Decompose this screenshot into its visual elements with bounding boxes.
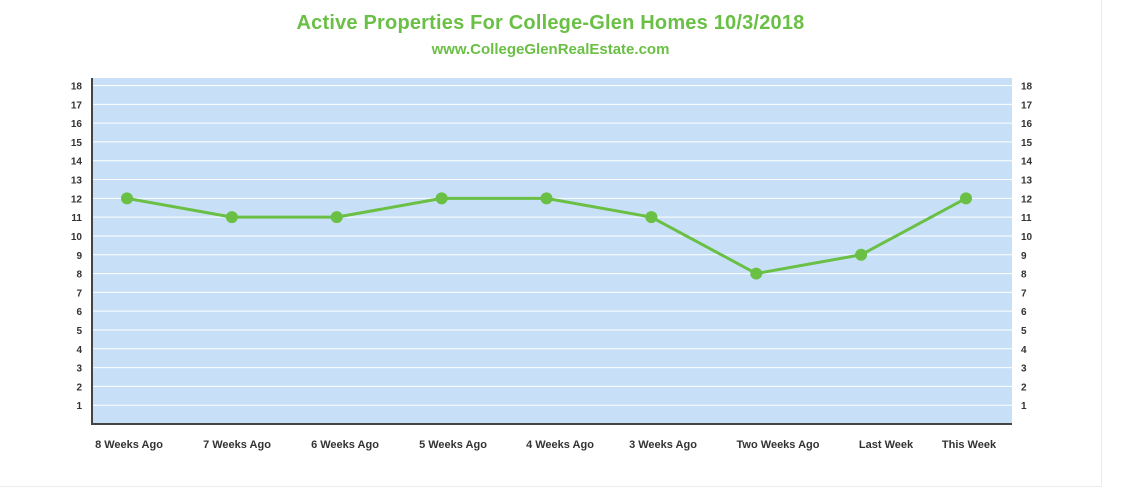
y-tick-label-left: 10 bbox=[71, 232, 83, 243]
y-tick-label-right: 18 bbox=[1021, 82, 1033, 93]
x-tick-label: Last Week bbox=[859, 439, 914, 451]
y-tick-label-right: 13 bbox=[1021, 176, 1033, 187]
y-tick-label-right: 14 bbox=[1021, 157, 1033, 168]
y-tick-label-right: 5 bbox=[1021, 326, 1027, 337]
data-point bbox=[435, 192, 448, 205]
y-tick-label-left: 13 bbox=[71, 176, 83, 187]
chart-title: Active Properties For College-Glen Homes… bbox=[296, 12, 805, 34]
y-tick-label-left: 8 bbox=[76, 270, 82, 281]
x-tick-label: This Week bbox=[942, 439, 997, 451]
chart-subtitle: www.CollegeGlenRealEstate.com bbox=[431, 41, 670, 58]
chart-frame bbox=[0, 0, 1102, 487]
y-tick-label-right: 12 bbox=[1021, 194, 1033, 205]
data-point bbox=[645, 211, 658, 224]
x-tick-label: 5 Weeks Ago bbox=[419, 439, 487, 451]
y-tick-label-right: 4 bbox=[1021, 345, 1027, 356]
y-tick-label-left: 15 bbox=[71, 138, 83, 149]
y-tick-label-right: 3 bbox=[1021, 364, 1027, 375]
y-tick-label-left: 11 bbox=[71, 213, 82, 224]
x-tick-label: 6 Weeks Ago bbox=[311, 439, 379, 451]
y-tick-label-left: 5 bbox=[76, 326, 82, 337]
y-tick-label-right: 8 bbox=[1021, 270, 1027, 281]
y-tick-label-right: 7 bbox=[1021, 288, 1027, 299]
x-tick-label: 8 Weeks Ago bbox=[95, 439, 163, 451]
y-tick-label-right: 10 bbox=[1021, 232, 1033, 243]
y-tick-label-left: 17 bbox=[71, 100, 83, 111]
y-tick-label-left: 9 bbox=[76, 251, 82, 262]
y-tick-label-left: 7 bbox=[76, 288, 82, 299]
y-tick-label-right: 15 bbox=[1021, 138, 1033, 149]
x-tick-label: 7 Weeks Ago bbox=[203, 439, 271, 451]
y-tick-label-right: 16 bbox=[1021, 119, 1033, 130]
data-point bbox=[330, 211, 343, 224]
y-tick-label-left: 1 bbox=[76, 401, 82, 412]
y-tick-label-left: 16 bbox=[71, 119, 83, 130]
plot-area bbox=[92, 78, 1012, 424]
y-tick-label-left: 12 bbox=[71, 194, 83, 205]
y-tick-label-left: 2 bbox=[76, 382, 82, 393]
x-tick-label: Two Weeks Ago bbox=[737, 439, 820, 451]
y-tick-label-right: 2 bbox=[1021, 382, 1027, 393]
y-tick-label-right: 17 bbox=[1021, 100, 1033, 111]
y-tick-label-left: 14 bbox=[71, 157, 83, 168]
x-tick-label: 4 Weeks Ago bbox=[526, 439, 594, 451]
data-point bbox=[960, 192, 972, 205]
data-point bbox=[225, 211, 238, 224]
y-tick-label-right: 11 bbox=[1021, 213, 1032, 224]
series-active-properties bbox=[121, 192, 972, 280]
data-point bbox=[540, 192, 553, 205]
y-tick-label-left: 18 bbox=[71, 82, 83, 93]
y-tick-label-right: 6 bbox=[1021, 307, 1027, 318]
y-tick-label-right: 1 bbox=[1021, 401, 1027, 412]
data-point bbox=[750, 267, 763, 280]
y-tick-label-right: 9 bbox=[1021, 251, 1027, 262]
data-point bbox=[855, 248, 868, 261]
y-tick-label-left: 3 bbox=[76, 364, 82, 375]
y-tick-label-left: 6 bbox=[76, 307, 82, 318]
data-point bbox=[121, 192, 133, 205]
x-tick-label: 3 Weeks Ago bbox=[629, 439, 697, 451]
x-axis-ticks: 8 Weeks Ago 7 Weeks Ago 6 Weeks Ago 5 Weeks… bbox=[95, 439, 997, 451]
plot-background bbox=[92, 78, 1012, 424]
axes bbox=[91, 78, 1012, 425]
y-tick-label-left: 4 bbox=[76, 345, 82, 356]
